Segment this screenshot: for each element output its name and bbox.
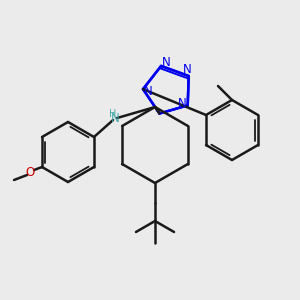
Text: H: H: [110, 109, 117, 119]
Text: N: N: [111, 112, 119, 125]
Text: N: N: [178, 97, 187, 110]
Text: N: N: [144, 85, 152, 98]
Text: N: N: [162, 56, 170, 70]
Text: N: N: [183, 62, 192, 76]
Text: O: O: [26, 166, 34, 178]
